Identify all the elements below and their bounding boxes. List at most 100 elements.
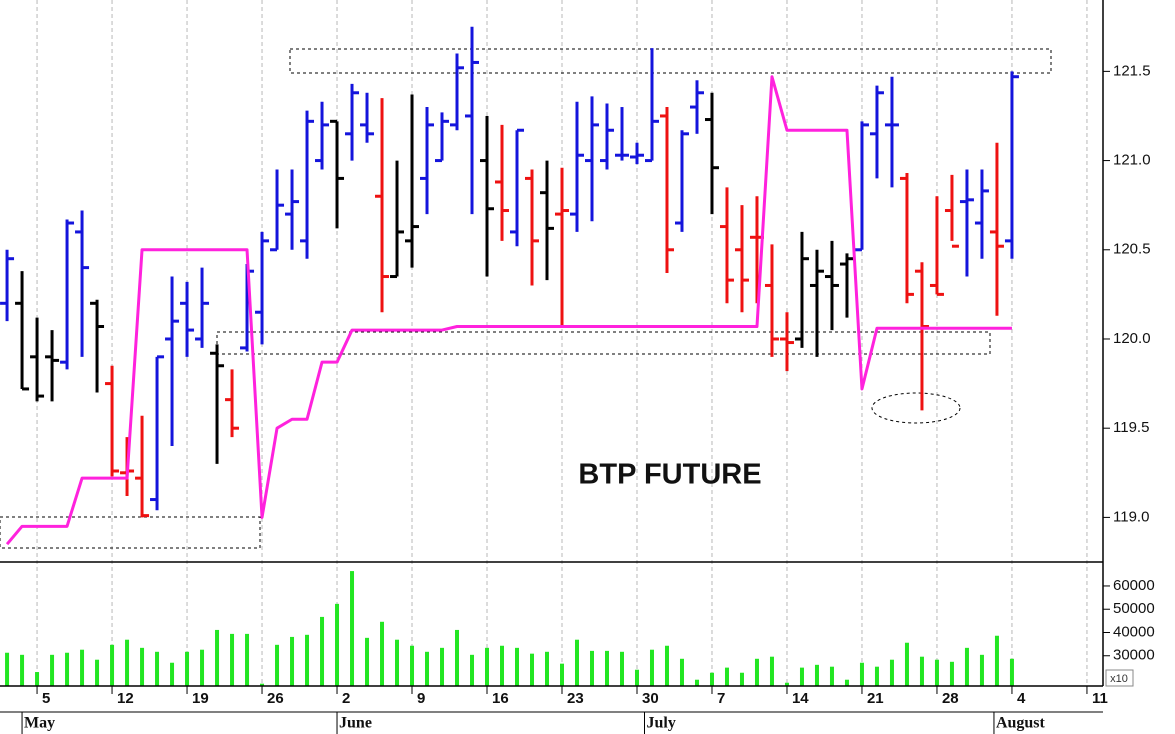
volume-bar — [934, 659, 939, 686]
volume-bar — [949, 661, 954, 686]
stop-line — [5, 75, 1012, 546]
volume-bar — [664, 645, 669, 686]
volume-bar — [679, 658, 684, 686]
volume-bar — [425, 651, 430, 686]
volume-bar — [395, 639, 400, 686]
volume-bar — [440, 647, 445, 686]
volume-bar — [470, 654, 475, 686]
volume-bar — [634, 669, 639, 686]
x-tick-label: 16 — [492, 690, 509, 707]
x-tick-label: 4 — [1017, 690, 1026, 707]
volume-bar — [215, 629, 220, 686]
volume-bar — [769, 656, 774, 686]
volume-bar — [904, 642, 909, 686]
volume-bar — [95, 659, 100, 686]
volume-bar — [35, 672, 40, 686]
x-tick-label: 5 — [42, 690, 50, 707]
volume-bar — [455, 629, 460, 686]
volume-bar — [649, 649, 654, 686]
month-label: June — [339, 715, 372, 732]
x-tick-label: 19 — [192, 690, 209, 707]
volume-bar — [20, 654, 25, 686]
volume-bar — [799, 667, 804, 686]
volume-bar — [979, 654, 984, 686]
volume-bar — [305, 634, 310, 686]
volume-bar — [275, 644, 280, 686]
volume-y-tick-label: 60000 — [1113, 577, 1155, 594]
volume-bar — [410, 645, 415, 686]
volume-bar — [829, 666, 834, 686]
volume-bar — [694, 679, 699, 686]
resistance-box — [289, 48, 1052, 74]
volume-bar — [530, 653, 535, 686]
volume-bar — [125, 639, 130, 686]
volume-bar — [320, 616, 325, 686]
volume-bar — [80, 649, 85, 686]
volume-bar — [515, 647, 520, 686]
x-tick-label: 23 — [567, 690, 584, 707]
month-label: May — [24, 715, 55, 732]
y-tick-label: 120.0 — [1113, 330, 1151, 347]
y-tick-label: 119.0 — [1113, 508, 1149, 525]
volume-bar — [230, 633, 235, 686]
volume-bar — [589, 650, 594, 686]
volume-bar — [859, 662, 864, 686]
volume-bar — [784, 682, 789, 686]
volume-bar — [874, 666, 879, 686]
y-tick-label: 120.5 — [1113, 241, 1151, 258]
volume-bar — [380, 621, 385, 686]
volume-bar — [709, 672, 714, 686]
y-tick-label: 121.5 — [1113, 62, 1151, 79]
volume-bar — [604, 650, 609, 686]
volume-bar — [545, 651, 550, 686]
support-box — [216, 331, 991, 355]
volume-bar — [335, 603, 340, 686]
y-tick-label: 121.0 — [1113, 152, 1151, 169]
volume-bar — [200, 649, 205, 686]
x-tick-label: 14 — [792, 690, 809, 707]
volume-bar — [65, 652, 70, 686]
x-tick-label: 7 — [717, 690, 725, 707]
x-tick-label: 9 — [417, 690, 425, 707]
volume-bar — [814, 664, 819, 686]
volume-y-tick-label: 50000 — [1113, 600, 1155, 617]
volume-bar — [919, 656, 924, 686]
volume-scale-label: x10 — [1110, 673, 1128, 685]
volume-bar — [754, 658, 759, 686]
volume-bar — [994, 635, 999, 686]
x-tick-label: 30 — [642, 690, 659, 707]
highlight-ellipse — [871, 392, 961, 424]
volume-bar — [350, 571, 355, 686]
x-tick-label: 12 — [117, 690, 134, 707]
volume-bar — [739, 672, 744, 686]
volume-bar — [844, 679, 849, 686]
x-tick-label: 21 — [867, 690, 884, 707]
volume-bar — [500, 645, 505, 686]
x-tick-label: 26 — [267, 690, 284, 707]
volume-bar — [110, 644, 115, 686]
volume-y-tick-label: 40000 — [1113, 623, 1155, 640]
volume-bar — [5, 652, 10, 686]
low-box — [0, 516, 261, 549]
marks — [0, 26, 1019, 686]
volume-bar — [964, 647, 969, 686]
volume-bar — [50, 654, 55, 686]
volume-y-tick-label: 30000 — [1113, 647, 1155, 664]
month-label: July — [646, 715, 675, 732]
volume-bar — [260, 683, 265, 686]
month-label: August — [996, 715, 1046, 732]
volume-bar — [724, 667, 729, 686]
x-tick-label: 11 — [1092, 690, 1108, 707]
x-tick-label: 2 — [342, 690, 350, 707]
volume-bar — [889, 659, 894, 686]
x-tick-label: 28 — [942, 690, 959, 707]
annotation: BTP FUTURE — [578, 459, 761, 491]
volume-bar — [485, 647, 490, 686]
volume-bar — [559, 663, 564, 686]
volume-bar — [574, 639, 579, 686]
volume-bar — [140, 647, 145, 686]
volume-bar — [619, 651, 624, 686]
volume-bar — [290, 636, 295, 686]
